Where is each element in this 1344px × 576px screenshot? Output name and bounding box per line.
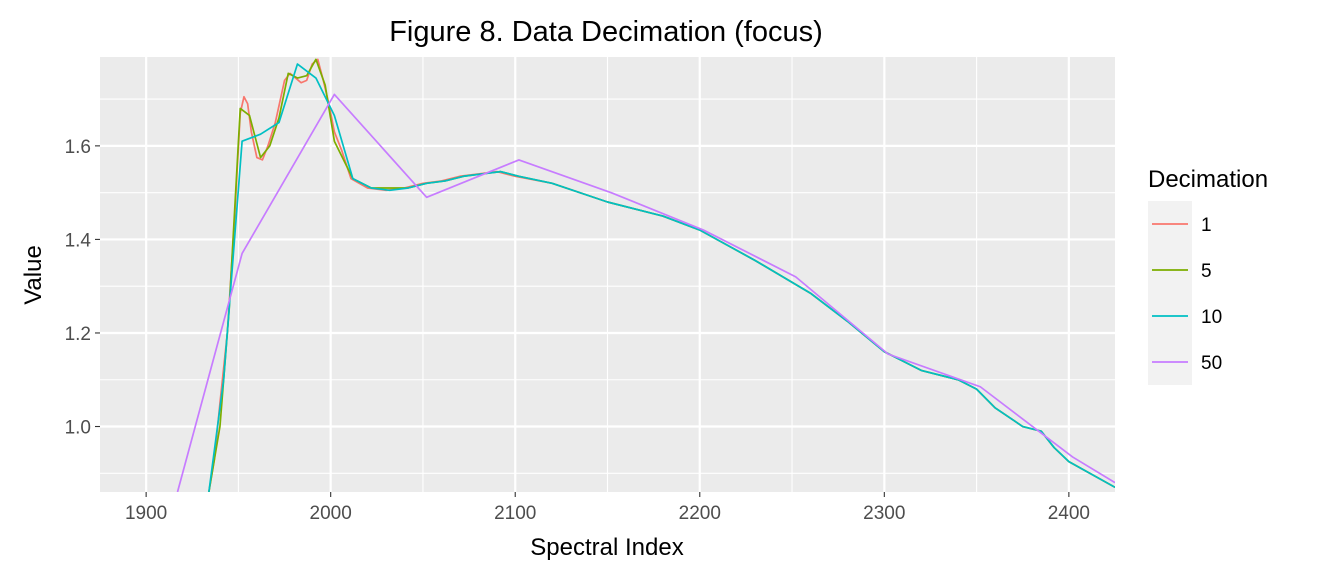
x-tick-label: 2200	[679, 503, 721, 524]
series-lines	[176, 58, 1115, 492]
y-tick-label: 1.2	[65, 324, 91, 345]
legend-title: Decimation	[1148, 166, 1268, 193]
series-line-10	[208, 63, 1115, 492]
y-tick-label: 1.4	[65, 230, 92, 251]
legend-label-10: 10	[1201, 307, 1222, 328]
y-axis-title: Value	[20, 245, 47, 305]
minor-grid	[100, 57, 1115, 492]
legend-label-1: 1	[1201, 215, 1212, 236]
major-grid	[100, 57, 1115, 492]
series-line-50	[176, 93, 1115, 492]
x-tick-label: 2100	[494, 503, 536, 524]
y-axis: 1.0 1.2 1.4 1.6	[65, 137, 100, 439]
y-tick-label: 1.6	[65, 137, 91, 158]
x-tick-label: 2000	[310, 503, 352, 524]
x-axis: 1900 2000 2100 2200 2300 2400	[125, 492, 1090, 524]
legend-label-5: 5	[1201, 261, 1212, 282]
x-tick-label: 1900	[125, 503, 167, 524]
y-tick-label: 1.0	[65, 418, 91, 439]
legend-label-50: 50	[1201, 353, 1222, 374]
x-tick-label: 2400	[1048, 503, 1090, 524]
legend: Decimation 1 5 10 50	[1148, 166, 1268, 385]
x-axis-title: Spectral Index	[530, 534, 683, 561]
chart-title: Figure 8. Data Decimation (focus)	[389, 16, 823, 48]
x-tick-label: 2300	[863, 503, 905, 524]
